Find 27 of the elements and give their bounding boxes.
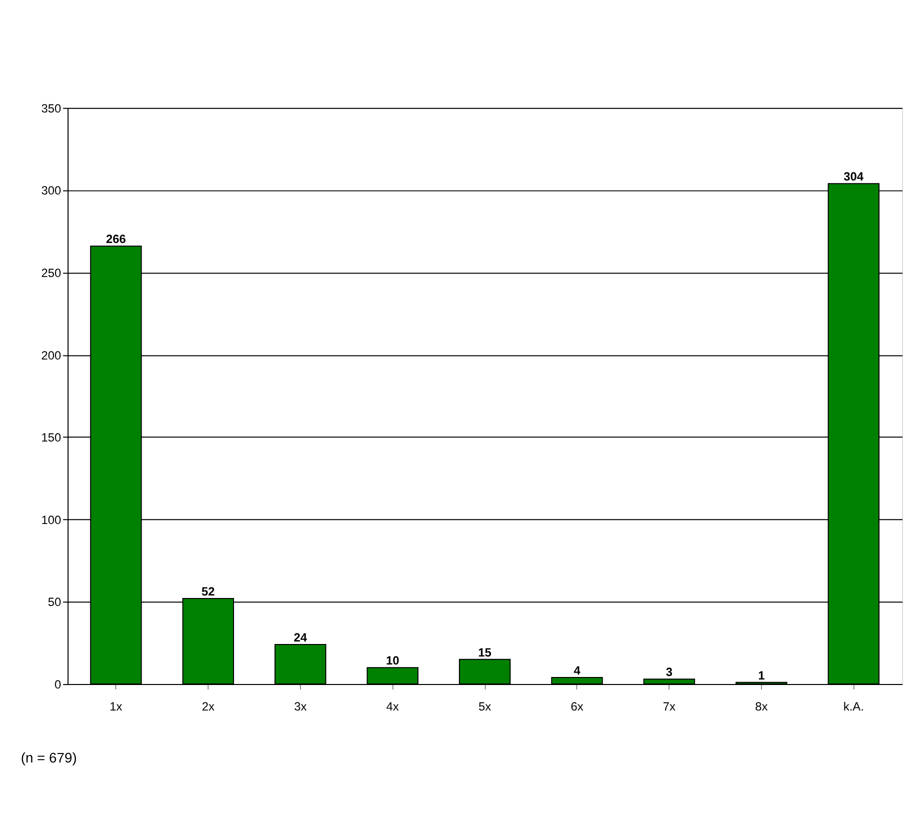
y-tick-label: 200 [41, 348, 62, 362]
y-tick-label: 0 [54, 678, 62, 692]
y-tick-label: 150 [41, 430, 62, 445]
y-tick-label: 300 [41, 184, 62, 198]
data-label: 304 [844, 170, 864, 184]
text: (n = 679) [20, 750, 77, 766]
data-label: 4 [574, 663, 581, 678]
y-tick-label: 350 [41, 101, 62, 116]
data-label: 3 [666, 665, 673, 680]
data-label: 15 [478, 645, 492, 660]
y-tick-label: 50 [48, 595, 62, 610]
x-tick-label: 6x [570, 699, 584, 714]
data-label: 10 [386, 654, 400, 668]
data-label: 266 [106, 232, 126, 246]
x-tick-label: 5x [478, 699, 492, 714]
x-tick-label: 2x [202, 699, 215, 714]
x-tick-label: k.A. [843, 699, 864, 714]
x-tick-label: 1x [110, 699, 122, 714]
x-tick-label: 3x [294, 699, 307, 714]
y-tick-label: 250 [41, 266, 62, 280]
data-label: 24 [294, 630, 308, 645]
x-tick-label: 4x [386, 699, 399, 714]
x-tick-label: 8x [755, 699, 768, 714]
y-tick-label: 100 [41, 512, 62, 527]
data-label: 1 [758, 668, 766, 682]
x-tick-label: 7x [662, 699, 676, 714]
data-label: 52 [202, 584, 216, 598]
